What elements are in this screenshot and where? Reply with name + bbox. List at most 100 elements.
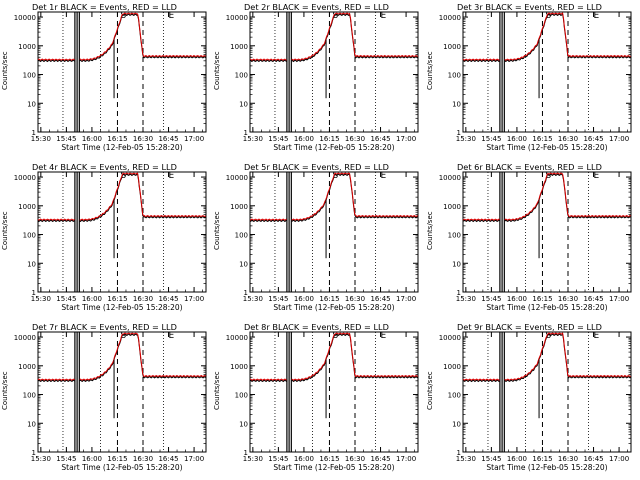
saa-end-marker: E: [594, 331, 600, 341]
y-tick-label: 100: [235, 232, 248, 240]
chart-panel-1: Det 1r BLACK = Events, RED = LLD Counts/s…: [1, 2, 207, 152]
chart-title: Det 7r BLACK = Events, RED = LLD: [32, 322, 177, 332]
x-tick-label: 17:00: [609, 295, 629, 303]
saa-end-marker: E: [169, 331, 175, 341]
saa-start-marker: S: [120, 331, 126, 341]
saa-start-marker: S: [120, 171, 126, 181]
chart-panel-5: Det 5r BLACK = Events, RED = LLD Counts/s…: [213, 162, 419, 312]
x-tick-label: 16:45: [583, 295, 603, 303]
chart-title: Det 1r BLACK = Events, RED = LLD: [32, 2, 177, 12]
x-tick-label: 16:45: [158, 135, 178, 143]
x-tick-label: 15:30: [31, 135, 51, 143]
x-tick-label: 17:00: [396, 135, 416, 143]
y-tick-label: 10: [27, 260, 36, 268]
y-axis-label: Counts/sec: [426, 211, 434, 250]
y-tick-label: 10: [27, 100, 36, 108]
y-tick-label: 1000: [18, 43, 36, 51]
y-tick-label: 1000: [18, 203, 36, 211]
y-tick-label: 100: [23, 392, 36, 400]
lld-series-line: [37, 12, 207, 61]
saa-start-marker: S: [332, 171, 338, 181]
x-tick-label: 15:30: [456, 135, 476, 143]
saa-end-marker: E: [594, 171, 600, 181]
y-axis-label: Counts/sec: [1, 371, 9, 410]
x-tick-label: 16:00: [507, 295, 527, 303]
saa-end-marker: E: [381, 11, 387, 21]
plot-frame: [37, 11, 207, 133]
x-axis-label: Start Time (12-Feb-05 15:28:20): [273, 143, 394, 152]
y-tick-label: 10000: [14, 334, 36, 342]
y-tick-label: 1000: [230, 203, 248, 211]
y-tick-label: 1: [457, 129, 461, 137]
y-tick-label: 100: [235, 72, 248, 80]
x-tick-label: 16:45: [370, 455, 390, 463]
y-tick-label: 10000: [226, 174, 248, 182]
y-tick-label: 1: [244, 449, 248, 457]
y-tick-label: 10000: [226, 14, 248, 22]
x-tick-label: 16:30: [558, 295, 578, 303]
plot-frame: [249, 11, 419, 133]
x-tick-label: 16:15: [532, 455, 552, 463]
y-axis-label: Counts/sec: [213, 371, 221, 410]
x-tick-label: 16:45: [158, 455, 178, 463]
plot-frame: [249, 331, 419, 453]
x-tick-label: 16:30: [133, 455, 153, 463]
x-axis-label: Start Time (12-Feb-05 15:28:20): [273, 463, 394, 472]
saa-start-marker: S: [120, 11, 126, 21]
x-tick-label: 15:30: [243, 135, 263, 143]
plot-frame: [37, 331, 207, 453]
y-tick-label: 1: [457, 449, 461, 457]
x-tick-label: 16:30: [345, 295, 365, 303]
lld-series-line: [37, 172, 207, 221]
chart-title: Det 2r BLACK = Events, RED = LLD: [244, 2, 389, 12]
chart-title: Det 4r BLACK = Events, RED = LLD: [32, 162, 177, 172]
chart-panel-9: Det 9r BLACK = Events, RED = LLD Counts/s…: [426, 322, 632, 472]
x-tick-label: 15:45: [481, 135, 501, 143]
x-axis-label: Start Time (12-Feb-05 15:28:20): [486, 143, 607, 152]
y-tick-label: 10: [452, 100, 461, 108]
y-tick-label: 100: [448, 392, 461, 400]
x-tick-label: 16:45: [370, 295, 390, 303]
x-tick-label: 16:30: [558, 455, 578, 463]
x-tick-label: 15:45: [481, 295, 501, 303]
y-tick-label: 10: [239, 100, 248, 108]
y-axis-label: Counts/sec: [1, 51, 9, 90]
chart-panel-8: Det 8r BLACK = Events, RED = LLD Counts/s…: [213, 322, 419, 472]
lld-series-line: [249, 172, 418, 221]
chart-panel-7: Det 7r BLACK = Events, RED = LLD Counts/s…: [1, 322, 207, 472]
x-tick-label: 16:00: [82, 455, 102, 463]
y-tick-label: 1: [244, 289, 248, 297]
lld-series-line: [250, 332, 418, 381]
y-tick-label: 1000: [443, 203, 461, 211]
y-axis-label: Counts/sec: [213, 211, 221, 250]
y-axis-label: Counts/sec: [426, 371, 434, 410]
x-tick-label: 15:45: [268, 295, 288, 303]
x-tick-label: 16:00: [82, 135, 102, 143]
saa-start-marker: S: [545, 331, 551, 341]
saa-end-marker: E: [594, 11, 600, 21]
saa-start-marker: S: [545, 171, 551, 181]
x-tick-label: 17:00: [184, 135, 204, 143]
y-tick-label: 100: [448, 232, 461, 240]
x-tick-label: 15:45: [481, 455, 501, 463]
plot-frame: [249, 171, 419, 293]
x-tick-label: 16:00: [294, 455, 314, 463]
y-tick-label: 10000: [226, 334, 248, 342]
x-tick-label: 16:30: [345, 455, 365, 463]
x-tick-label: 17:00: [184, 455, 204, 463]
chart-title: Det 3r BLACK = Events, RED = LLD: [457, 2, 602, 12]
x-axis-label: Start Time (12-Feb-05 15:28:20): [61, 463, 182, 472]
x-tick-label: 15:45: [56, 135, 76, 143]
x-tick-label: 16:30: [133, 135, 153, 143]
x-tick-label: 16:30: [345, 135, 365, 143]
saa-start-marker: S: [332, 331, 338, 341]
x-tick-label: 16:00: [294, 295, 314, 303]
chart-title: Det 9r BLACK = Events, RED = LLD: [457, 322, 602, 332]
lld-series-line: [462, 172, 631, 221]
saa-end-marker: E: [169, 171, 175, 181]
y-tick-label: 10000: [439, 334, 461, 342]
x-axis-label: Start Time (12-Feb-05 15:28:20): [486, 303, 607, 312]
chart-title: Det 6r BLACK = Events, RED = LLD: [457, 162, 602, 172]
x-tick-label: 16:00: [294, 135, 314, 143]
chart-title: Det 8r BLACK = Events, RED = LLD: [244, 322, 389, 332]
